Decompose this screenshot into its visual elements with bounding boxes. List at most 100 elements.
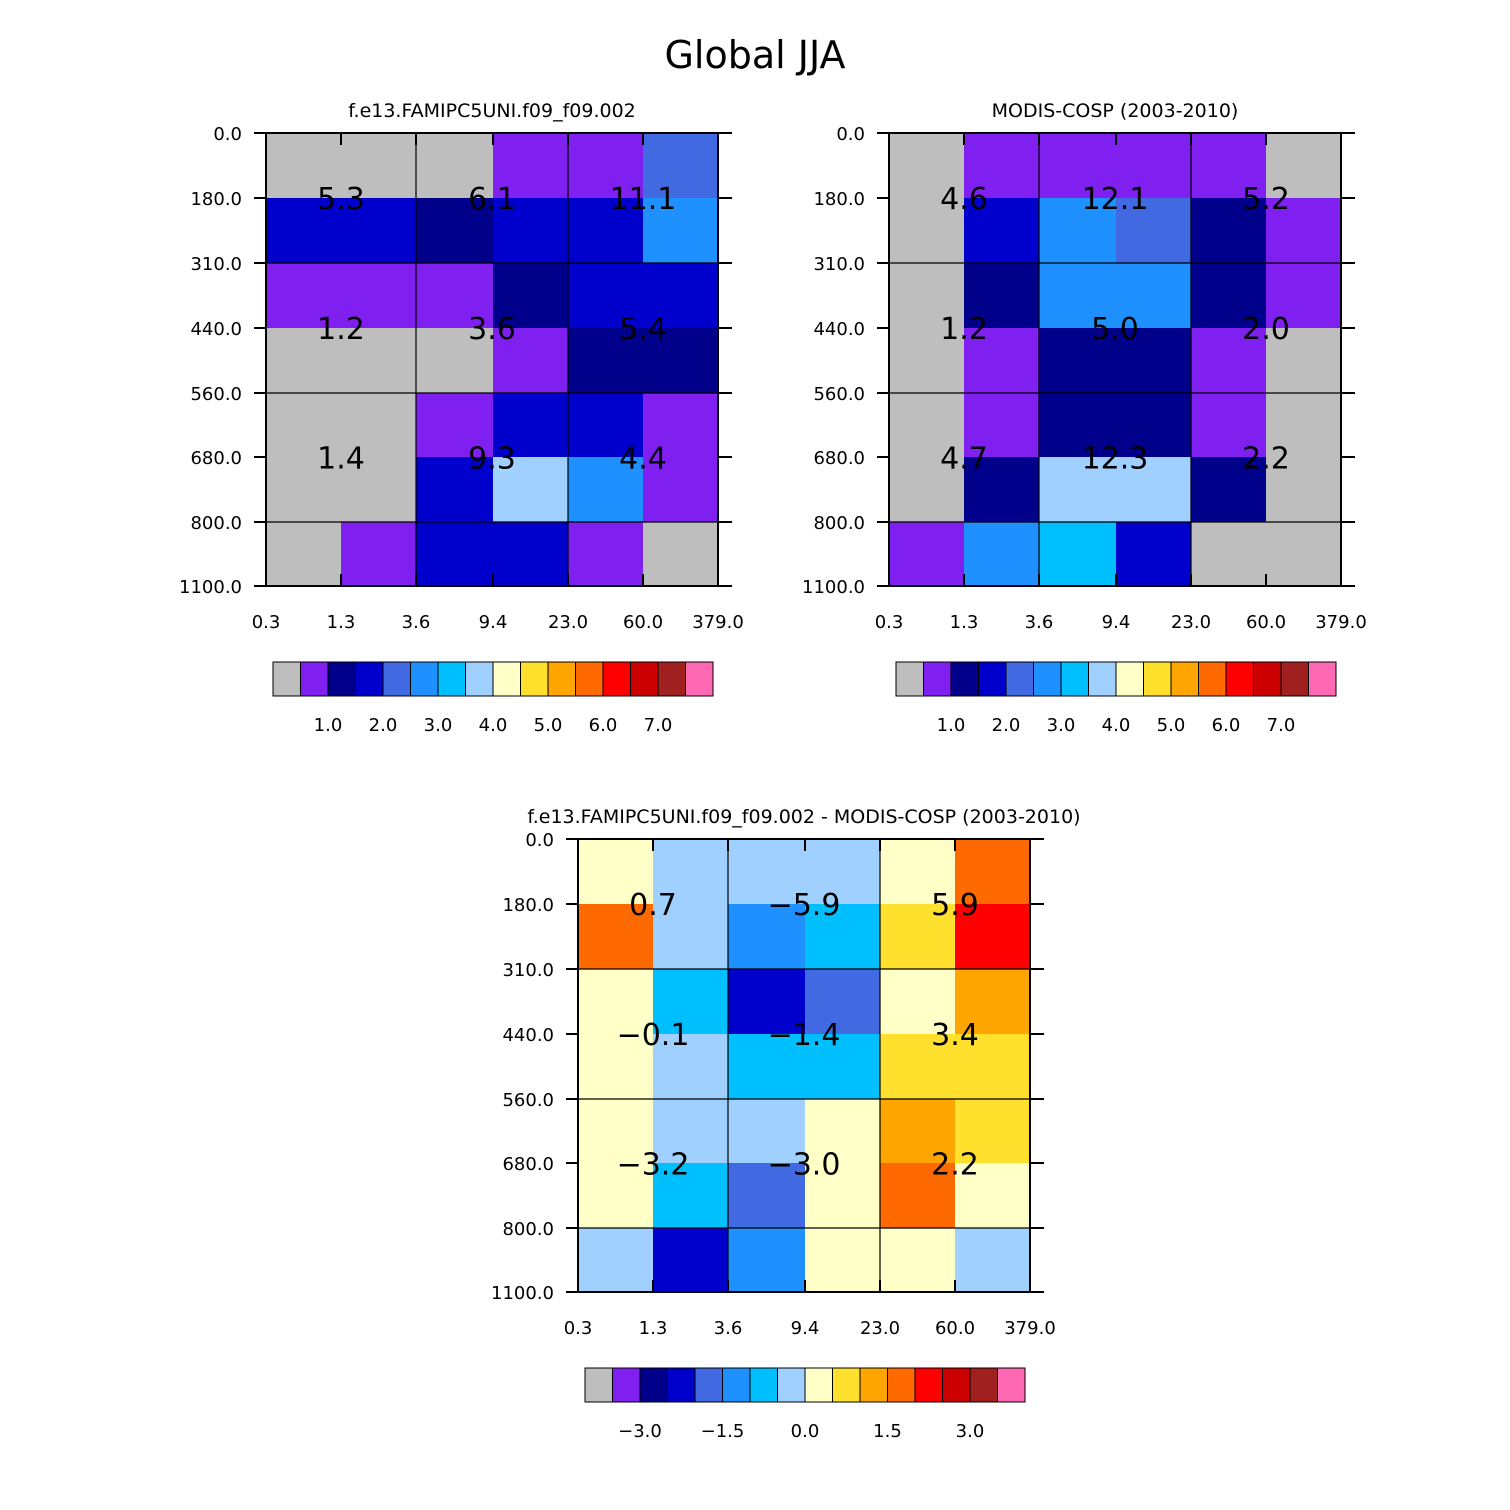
y-tick-label-4: 440.0	[502, 1025, 554, 1046]
panel-title: f.e13.FAMIPC5UNI.f09_f09.002 - MODIS-COS…	[527, 806, 1080, 828]
colorbar-swatch-11	[547, 661, 576, 697]
colorbar-swatch-5	[382, 661, 411, 697]
heatmap-cell-r4-c3	[728, 1034, 806, 1100]
x-tick-label-7: 379.0	[1004, 1318, 1056, 1339]
heatmap-cell-r1-c5	[1191, 133, 1267, 199]
group-value-label-r1-c1: 4.6	[940, 182, 988, 217]
heatmap-cell-r6-c2	[964, 457, 1040, 523]
colorbar-1: 1.0 2.0 3.0 4.0 5.0 6.0 7.0	[272, 661, 714, 736]
heatmap-cell-r2-c4	[1116, 198, 1192, 264]
heatmap-cell-r7-c6	[955, 1228, 1031, 1293]
y-tick-label-1: 0.0	[525, 830, 554, 851]
y-tick-label-2: 180.0	[813, 189, 865, 210]
colorbar-swatch-12	[1198, 661, 1227, 697]
group-value-label-r2-c2: 3.6	[468, 312, 516, 347]
heatmap-cell-r6-c6	[955, 1163, 1031, 1229]
heatmap-cell-r1-c1	[578, 839, 654, 905]
x-tick-label-1: 0.3	[564, 1318, 593, 1339]
x-tick-label-5: 23.0	[860, 1318, 900, 1339]
heatmap-cell-r4-c6	[955, 1034, 1031, 1100]
heatmap-cell-r7-c1	[578, 1228, 654, 1293]
group-value-label-r2-c2: −1.4	[768, 1018, 841, 1053]
colorbar-swatch-15	[657, 661, 686, 697]
heatmap-cell-r3-c3	[416, 263, 494, 329]
y-tick-label-8: 1100.0	[179, 577, 242, 598]
heatmap-cell-r5-c2	[653, 1099, 729, 1164]
colorbar-swatch-4	[355, 661, 384, 697]
group-value-label-r3-c3: 2.2	[931, 1148, 979, 1183]
group-value-label-r3-c2: 12.3	[1082, 442, 1149, 477]
heatmap-cell-r7-c2	[341, 522, 417, 587]
heatmap-cell-r1-c3	[1039, 133, 1117, 199]
colorbar-tick-label-6: 6.0	[589, 715, 618, 736]
heatmap-cell-r4-c1	[889, 328, 965, 394]
heatmap-cell-r7-c2	[653, 1228, 729, 1293]
heatmap-cell-r3-c5	[880, 969, 956, 1035]
group-value-label-r3-c2: 9.3	[468, 442, 516, 477]
heatmap-cell-r4-c2	[653, 1034, 729, 1100]
heatmap-cell-r4-c3	[1039, 328, 1117, 394]
heatmap-cell-r5-c5	[880, 1099, 956, 1164]
group-value-label-r1-c3: 11.1	[610, 182, 677, 217]
colorbar-tick-label-7: 7.0	[1267, 715, 1296, 736]
heatmap-cell-r5-c2	[341, 393, 417, 458]
heatmap-cell-r3-c2	[653, 969, 729, 1035]
colorbar-swatch-15	[1280, 661, 1309, 697]
y-tick-label-5: 560.0	[813, 384, 865, 405]
heatmap-cell-r2-c5	[1191, 198, 1267, 264]
colorbar-swatch-16	[997, 1367, 1026, 1403]
heatmap-cell-r2-c5	[568, 198, 644, 264]
colorbar-swatch-1	[895, 661, 924, 697]
x-tick-label-6: 60.0	[623, 612, 663, 633]
heatmap-cell-r7-c5	[880, 1228, 956, 1293]
y-tick-label-1: 0.0	[836, 124, 865, 145]
colorbar-swatch-10	[1143, 661, 1172, 697]
heatmap-cell-r5-c4	[805, 1099, 881, 1164]
group-value-label-r1-c1: 5.3	[317, 182, 365, 217]
y-tick-label-8: 1100.0	[802, 577, 865, 598]
colorbar-tick-label-3: 3.0	[424, 715, 453, 736]
heatmap-cell-r2-c6	[1266, 198, 1342, 264]
y-tick-label-8: 1100.0	[491, 1283, 554, 1304]
colorbar-swatch-7	[437, 661, 466, 697]
x-tick-label-7: 379.0	[1315, 612, 1367, 633]
heatmap-panel-2: MODIS-COSP (2003-2010) 4.6 12.1 5.2 1.2 5.0 2.…	[802, 100, 1367, 633]
colorbar-swatch-4	[667, 1367, 696, 1403]
colorbar-swatch-8	[777, 1367, 806, 1403]
colorbar-swatch-6	[410, 661, 439, 697]
heatmap-cell-r1-c4	[493, 133, 569, 199]
y-tick-label-6: 680.0	[502, 1154, 554, 1175]
colorbar-swatch-9	[804, 1367, 833, 1403]
heatmap-cell-r7-c4	[493, 522, 569, 587]
colorbar-tick-label-5: 5.0	[534, 715, 563, 736]
heatmap-cell-r1-c2	[653, 839, 729, 905]
heatmap-cell-r3-c5	[568, 263, 644, 329]
group-value-label-r2-c3: 5.4	[619, 312, 667, 347]
heatmap-cell-r5-c3	[416, 393, 494, 458]
x-tick-label-2: 1.3	[950, 612, 979, 633]
heatmap-cell-r7-c5	[1191, 522, 1267, 587]
heatmap-cell-r1-c1	[266, 133, 342, 199]
heatmap-cell-r1-c2	[341, 133, 417, 199]
x-tick-label-3: 3.6	[714, 1318, 743, 1339]
y-tick-label-7: 800.0	[190, 513, 242, 534]
heatmap-cell-r4-c4	[1116, 328, 1192, 394]
heatmap-cell-r5-c4	[1116, 393, 1192, 458]
heatmap-cell-r3-c1	[266, 263, 342, 329]
heatmap-cell-r1-c6	[955, 839, 1031, 905]
heatmap-cell-r3-c5	[1191, 263, 1267, 329]
heatmap-cell-r6-c3	[416, 457, 494, 523]
y-tick-label-1: 0.0	[213, 124, 242, 145]
y-tick-label-3: 310.0	[502, 960, 554, 981]
heatmap-cell-r2-c2	[341, 198, 417, 264]
colorbar-swatch-14	[1253, 661, 1282, 697]
heatmap-cell-r4-c1	[578, 1034, 654, 1100]
heatmap-cell-r3-c1	[578, 969, 654, 1035]
heatmap-cell-r3-c2	[341, 263, 417, 329]
heatmap-cell-r6-c3	[728, 1163, 806, 1229]
heatmap-cell-r7-c6	[1266, 522, 1342, 587]
colorbar-tick-label-1: 1.0	[937, 715, 966, 736]
y-tick-label-4: 440.0	[813, 319, 865, 340]
heatmap-cell-r3-c6	[955, 969, 1031, 1035]
heatmap-cell-r3-c2	[964, 263, 1040, 329]
